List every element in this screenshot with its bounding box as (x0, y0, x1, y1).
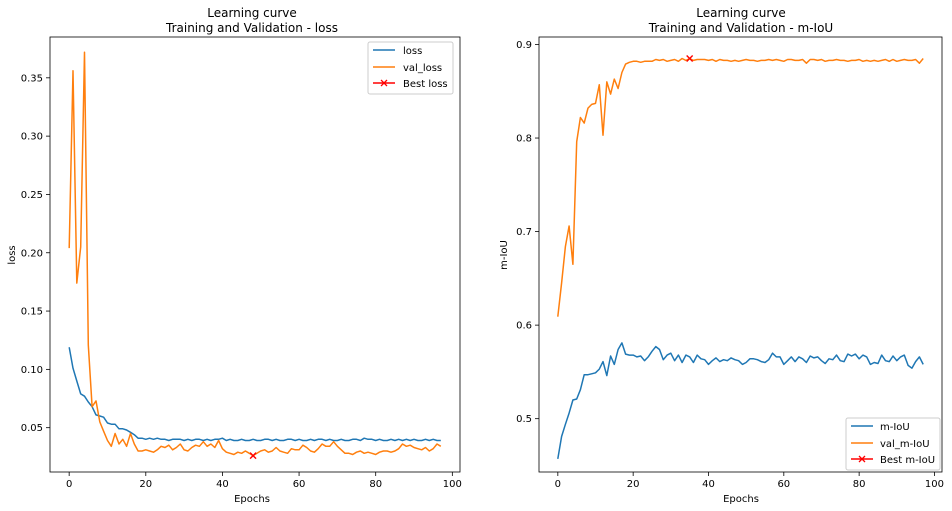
loss-chart-subtitle: Training and Validation - loss (165, 21, 338, 35)
m-iou-chart-ylabel: m-IoU (499, 240, 510, 270)
loss-ytick-label: 0.15 (21, 307, 43, 318)
loss-xtick-label: 100 (443, 479, 462, 490)
m-iou-best-marker (686, 55, 694, 63)
loss-chart-ylabel: loss (7, 245, 18, 264)
m-iou-xtick-label: 100 (925, 479, 944, 490)
loss-best-marker (249, 452, 257, 460)
m-iou-ytick-label: 0.7 (516, 227, 532, 238)
loss-ytick-label: 0.05 (21, 423, 43, 434)
m-iou-ytick-label: 0.5 (516, 414, 532, 425)
loss-chart-xlabel: Epochs (234, 494, 270, 505)
m-iou-ytick-label: 0.8 (516, 134, 532, 145)
legend-label-loss: loss (403, 46, 422, 57)
m-iou-xtick-label: 20 (627, 479, 640, 490)
loss-ytick-label: 0.25 (21, 190, 43, 201)
legend-frame (367, 41, 454, 95)
loss-ytick-label: 0.30 (21, 132, 43, 143)
loss-chart-legend: loss val_loss Best loss (367, 41, 454, 95)
m-iou-series-val-line (557, 57, 924, 317)
m-iou-ytick-label: 0.9 (516, 40, 532, 51)
loss-xtick-label: 80 (369, 479, 382, 490)
m-iou-ytick-label: 0.6 (516, 321, 532, 332)
legend-marker-best-loss (380, 79, 388, 87)
m-iou-chart-subtitle: Training and Validation - m-IoU (648, 21, 833, 35)
m-iou-plot-frame (538, 36, 943, 473)
loss-series-train-line (68, 347, 441, 442)
loss-ytick-label: 0.35 (21, 73, 43, 84)
legend-marker-best-m-iou (858, 455, 866, 463)
m-iou-chart-legend: m-IoU val_m-IoU Best m-IoU (845, 417, 941, 471)
m-iou-xtick-label: 0 (555, 479, 561, 490)
legend-frame (845, 417, 941, 471)
legend-label-val-loss: val_loss (403, 63, 442, 74)
loss-chart-title: Learning curve (207, 6, 297, 20)
m-iou-chart: Learning curve Training and Validation -… (499, 6, 944, 505)
loss-ytick-label: 0.20 (21, 248, 43, 259)
loss-plot-frame (49, 36, 461, 473)
loss-chart: Learning curve Training and Validation -… (7, 6, 462, 505)
loss-xtick-label: 60 (293, 479, 306, 490)
loss-ytick-label: 0.10 (21, 365, 43, 376)
loss-xtick-label: 0 (66, 479, 72, 490)
legend-label-m-iou: m-IoU (880, 422, 910, 433)
m-iou-xtick-label: 80 (853, 479, 866, 490)
m-iou-chart-title: Learning curve (696, 6, 786, 20)
m-iou-xtick-label: 40 (702, 479, 715, 490)
legend-label-best-m-iou: Best m-IoU (880, 455, 935, 466)
legend-label-val-m-iou: val_m-IoU (880, 439, 930, 450)
m-iou-series-train-line (557, 342, 924, 460)
loss-xtick-label: 40 (216, 479, 229, 490)
m-iou-xtick-label: 60 (777, 479, 790, 490)
m-iou-chart-xlabel: Epochs (723, 494, 759, 505)
loss-xtick-label: 20 (139, 479, 152, 490)
legend-label-best-loss: Best loss (403, 79, 448, 90)
